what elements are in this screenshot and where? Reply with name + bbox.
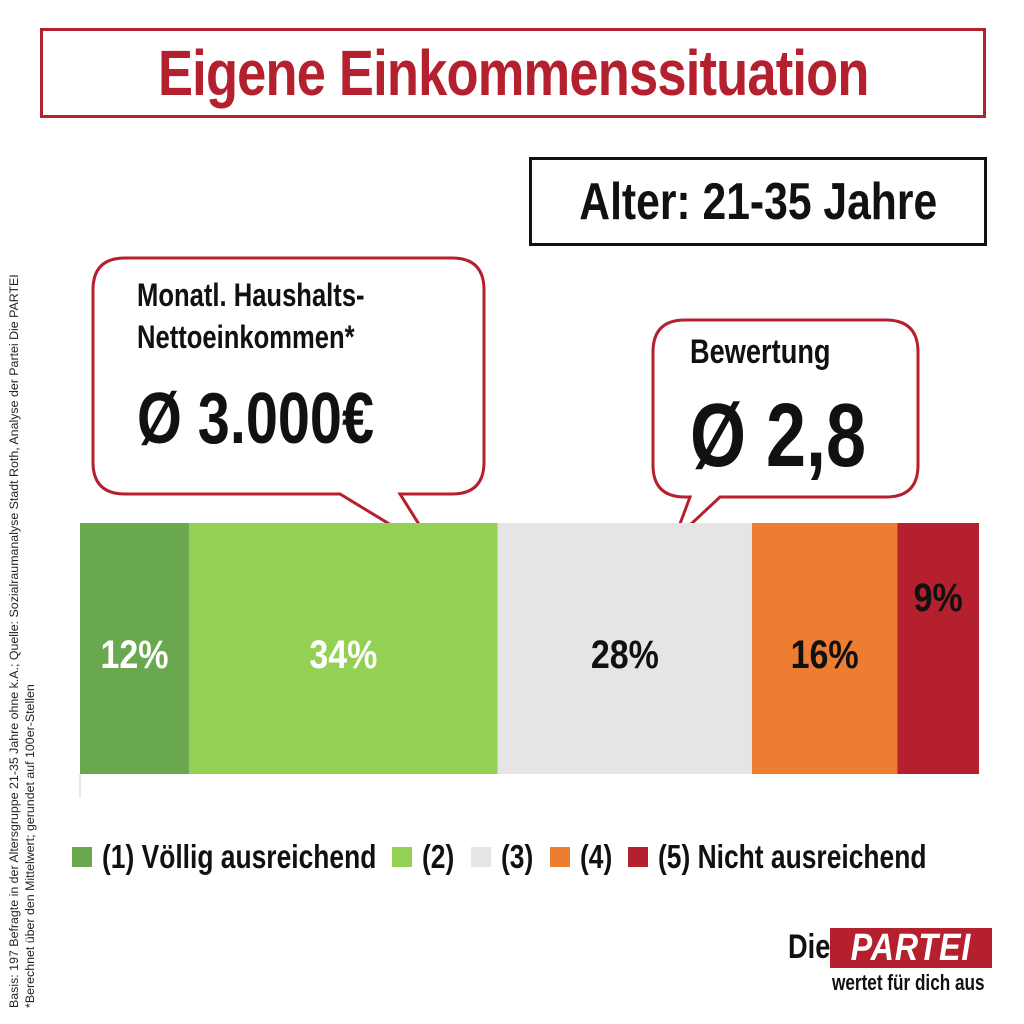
bar-segment-4 — [751, 523, 898, 774]
legend-label-4: (4) — [579, 838, 612, 875]
bar-value-label-5: 9% — [914, 574, 963, 619]
bar-segment-5 — [897, 523, 979, 774]
logo-tagline: wertet für dich aus — [832, 970, 985, 995]
legend-item-1: (1) Völlig ausreichend — [72, 838, 376, 876]
legend-item-2: (2) — [392, 838, 455, 876]
title-box: Eigene Einkommenssituation — [40, 28, 986, 118]
legend-label-5: (5) Nicht ausreichend — [658, 838, 927, 875]
income-label-line1: Monatl. Haushalts- — [137, 277, 365, 313]
chart-subtitle: Alter: 21-35 Jahre — [579, 172, 937, 231]
legend-swatch-1 — [72, 847, 92, 867]
rating-callout-bubble — [651, 318, 920, 542]
legend: (1) Völlig ausreichend (2) (3) (4) (5) Nicht… — [72, 838, 942, 876]
legend-item-5: (5) Nicht ausreichend — [628, 838, 927, 876]
footnote-line2: *Berechnet über den Mittelwert; gerundet… — [23, 684, 37, 1008]
bar-value-label-1: 12% — [100, 631, 168, 676]
legend-label-3: (3) — [500, 838, 534, 875]
legend-swatch-2 — [392, 847, 413, 867]
income-label: Monatl. Haushalts- Nettoeinkommen* — [137, 274, 365, 358]
legend-label-1: (1) Völlig ausreichend — [102, 838, 377, 875]
income-label-line2: Nettoeinkommen* — [137, 319, 355, 355]
legend-swatch-5 — [628, 847, 649, 867]
logo-die-text: Die — [788, 928, 831, 966]
bar-value-label-2: 34% — [309, 631, 377, 676]
subtitle-box: Alter: 21-35 Jahre — [529, 157, 987, 246]
logo-partei-box: PARTEI — [830, 926, 992, 969]
legend-swatch-3 — [470, 847, 491, 867]
legend-item-3: (3) — [470, 838, 534, 876]
income-value: Ø 3.000€ — [137, 379, 374, 459]
footnote-line1: Basis: 197 Befragte in der Altersgruppe … — [7, 274, 21, 1008]
legend-swatch-4 — [549, 847, 570, 867]
chart-title: Eigene Einkommenssituation — [157, 37, 869, 109]
logo-partei-text: PARTEI — [850, 926, 972, 969]
bar-segment-2 — [188, 523, 498, 774]
bar-value-label-3: 28% — [591, 631, 659, 676]
bar-segment-3 — [497, 523, 752, 774]
rating-value: Ø 2,8 — [690, 386, 867, 486]
partei-logo: Die PARTEI wertet für dich aus — [788, 926, 998, 998]
legend-label-2: (2) — [422, 838, 455, 875]
legend-item-4: (4) — [549, 838, 613, 876]
bar-value-label-4: 16% — [791, 631, 859, 676]
footnote: Basis: 197 Befragte in der Altersgruppe … — [6, 274, 38, 1008]
bar-segment-1 — [80, 523, 189, 774]
rating-label: Bewertung — [690, 333, 831, 371]
